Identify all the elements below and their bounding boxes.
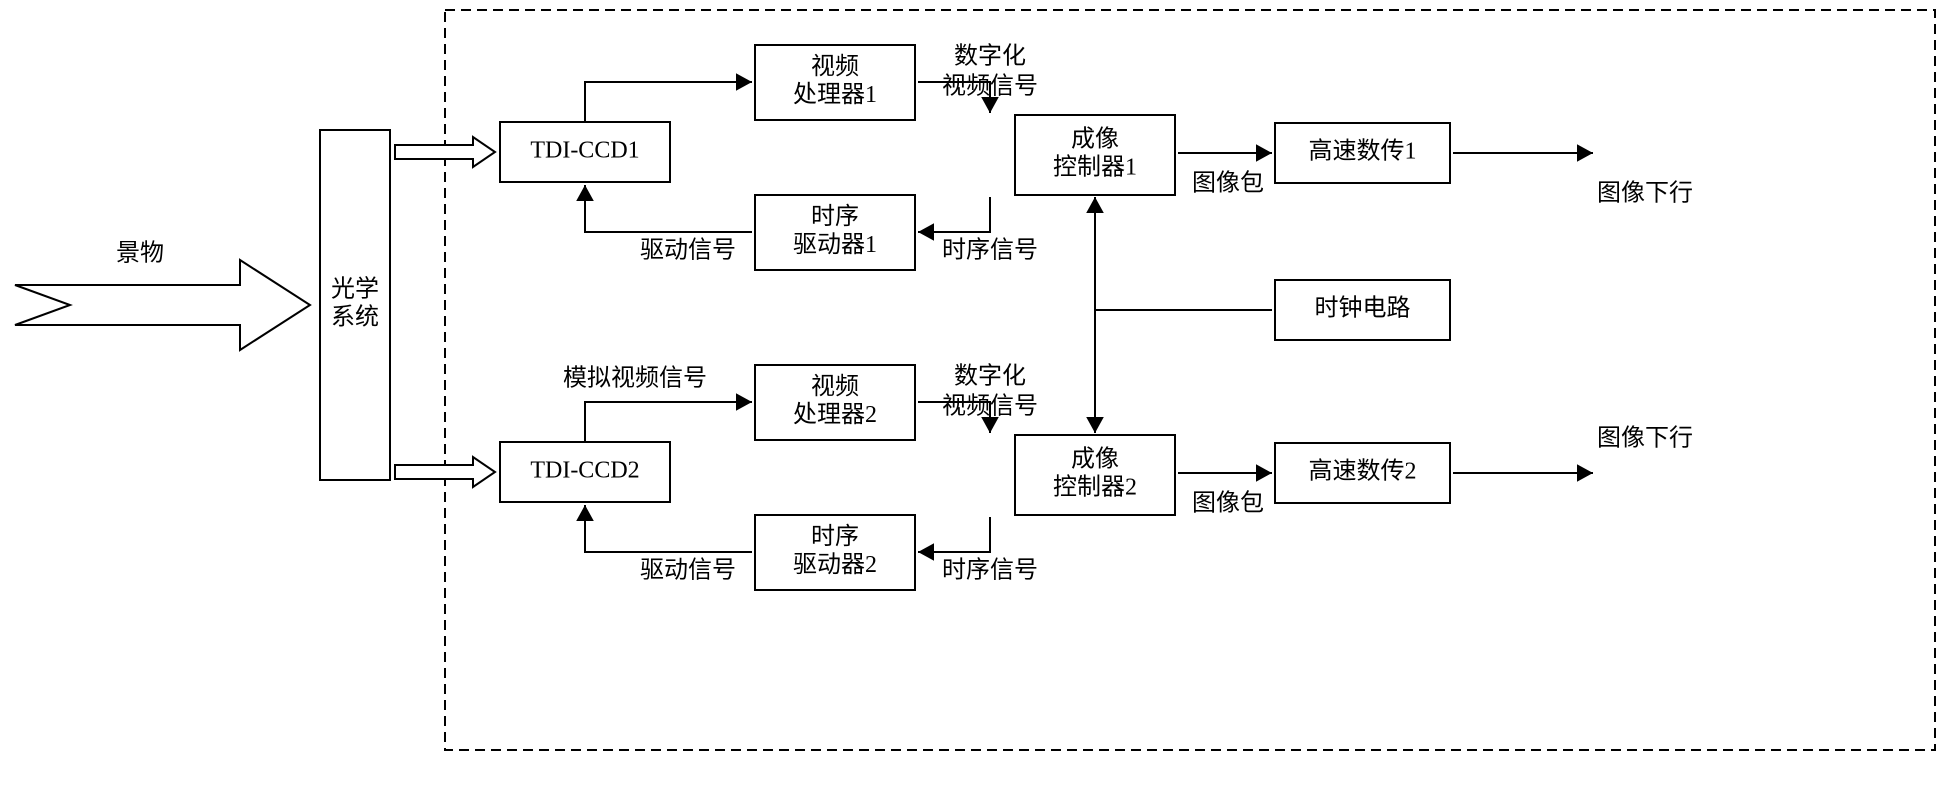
edge-timing2-tdi2 [585,505,752,552]
edge-label: 视频信号 [942,73,1038,100]
arrowhead [1577,144,1593,162]
edge-label-hs1-out: 图像下行 [1597,180,1693,207]
arrowhead [1086,417,1104,433]
node-label-timing2: 驱动器2 [793,551,877,578]
node-label-timing1: 时序 [811,203,859,230]
arrowhead [1577,464,1593,482]
node-label-clock: 时钟电路 [1315,295,1411,322]
arrowhead [1256,464,1272,482]
node-label-optical: 系统 [331,304,379,331]
edge-label-imgctl2-timing2: 时序信号 [942,557,1038,584]
arrowhead [576,185,594,201]
node-label-tdi1: TDI-CCD1 [530,138,639,164]
node-label-imgctl1: 成像 [1071,126,1119,153]
node-label-hs2: 高速数传2 [1309,458,1417,485]
edge-label-tdi2-video2: 模拟视频信号 [563,365,707,392]
arrowhead [918,543,934,561]
node-label-imgctl2: 控制器2 [1053,474,1137,501]
edge-label-timing1-tdi1: 驱动信号 [640,237,736,264]
node-label-video1: 处理器1 [793,81,877,108]
arrowhead [1256,144,1272,162]
arrowhead [736,393,752,411]
arrowhead [576,505,594,521]
hollow-arrow-scenery_to_optical [15,260,310,350]
scenery-label: 景物 [116,240,164,267]
edge-label: 数字化 [954,363,1026,390]
node-label-timing2: 时序 [811,523,859,550]
edge-clock-imgctl1 [1095,197,1272,310]
edge-label: 视频信号 [942,393,1038,420]
node-label-hs1: 高速数传1 [1309,138,1417,165]
edge-tdi2-video2 [585,402,752,441]
edge-label-timing2-tdi2: 驱动信号 [640,557,736,584]
edge-tdi1-video1 [585,82,752,121]
edge-timing1-tdi1 [585,185,752,232]
edge-label-imgctl1-hs1: 图像包 [1192,170,1264,197]
node-label-imgctl2: 成像 [1071,446,1119,473]
arrowhead [1086,197,1104,213]
edge-label-imgctl1-timing1: 时序信号 [942,237,1038,264]
edge-label-hs2-out: 图像下行 [1597,425,1693,452]
arrowhead [736,73,752,91]
node-label-video2: 视频 [811,373,859,400]
edge-label: 数字化 [954,43,1026,70]
node-label-tdi2: TDI-CCD2 [530,458,639,484]
node-label-imgctl1: 控制器1 [1053,154,1137,181]
node-label-timing1: 驱动器1 [793,231,877,258]
node-label-video1: 视频 [811,53,859,80]
edge-label-imgctl2-hs2: 图像包 [1192,490,1264,517]
node-label-video2: 处理器2 [793,401,877,428]
arrowhead [918,223,934,241]
node-label-optical: 光学 [331,276,379,303]
